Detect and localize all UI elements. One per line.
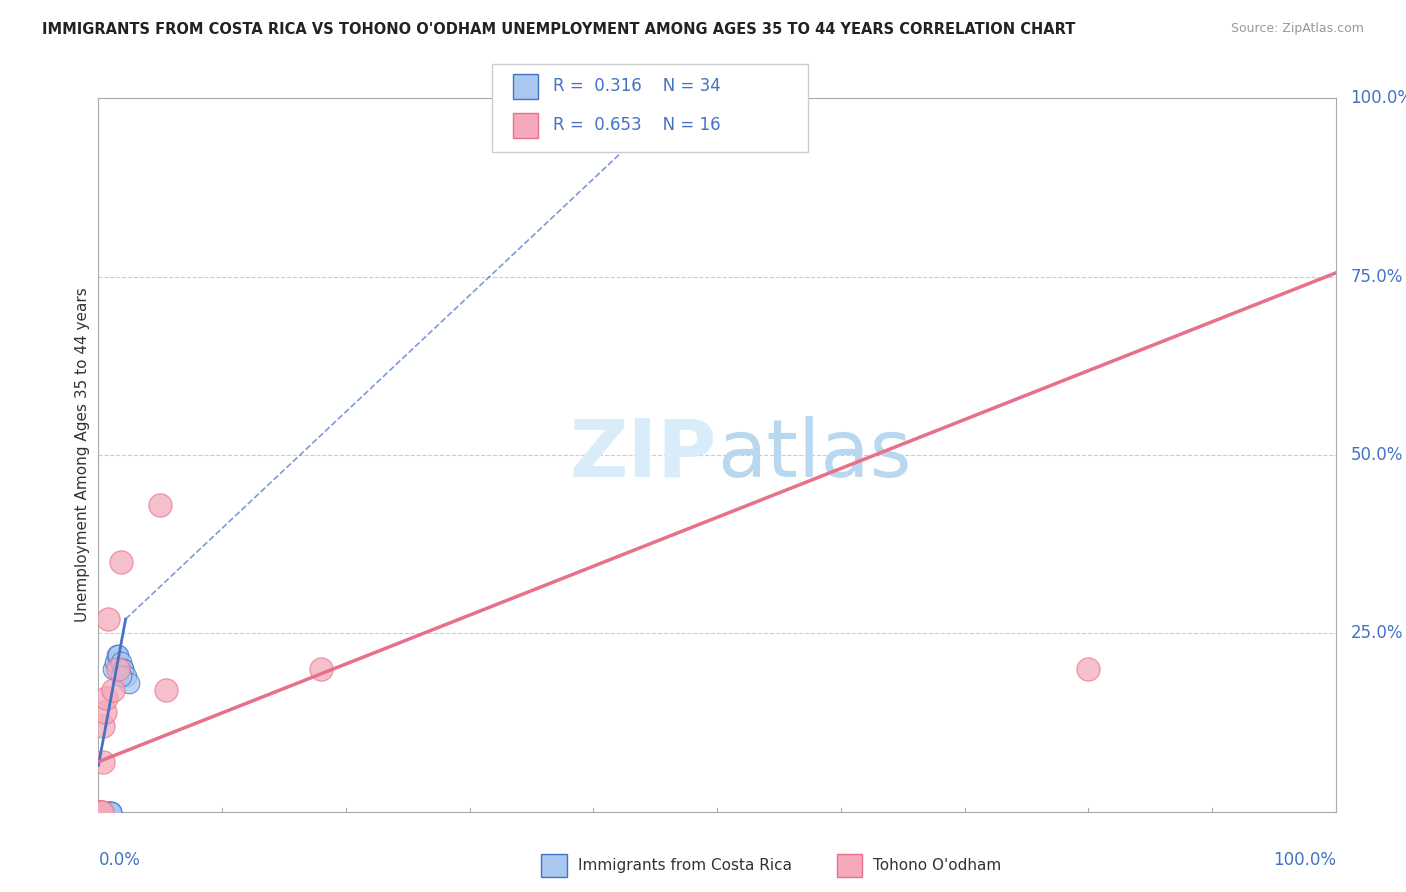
Point [98,805,121,819]
Point [93,705,115,719]
Point [93,805,115,819]
Text: R =  0.653    N = 16: R = 0.653 N = 16 [553,116,720,135]
Point [100,805,122,819]
Point [93,805,115,819]
Point [103,662,125,676]
Point [94,805,117,819]
Text: Immigrants from Costa Rica: Immigrants from Costa Rica [578,858,792,872]
Text: Source: ZipAtlas.com: Source: ZipAtlas.com [1230,22,1364,36]
Point [90,805,112,819]
Text: ZIP: ZIP [569,416,717,494]
Point [309,662,332,676]
Text: 0.0%: 0.0% [98,851,141,869]
Text: 50.0%: 50.0% [1351,446,1403,464]
Point [97,612,120,626]
Point [96,805,118,819]
Point [93,805,115,819]
Point [93,805,115,819]
Point [93,805,115,819]
Point [90,805,112,819]
Point [89,805,111,819]
Text: Tohono O'odham: Tohono O'odham [873,858,1001,872]
Text: 100.0%: 100.0% [1351,89,1406,107]
Point [110,555,132,569]
Point [149,498,172,512]
Point [110,669,132,683]
Point [91,805,114,819]
Point [94,805,117,819]
Point [107,648,129,662]
Point [96,805,118,819]
Point [93,755,115,769]
Point [103,683,125,698]
Point [107,662,129,676]
Text: 75.0%: 75.0% [1351,268,1403,285]
Point [90,805,112,819]
Point [103,655,125,669]
Point [118,676,141,690]
Point [91,805,114,819]
Point [93,805,115,819]
Point [97,805,120,819]
Point [91,805,114,819]
Point [93,805,115,819]
Text: 25.0%: 25.0% [1351,624,1403,642]
Point [93,719,115,733]
Point [93,805,115,819]
Point [93,805,115,819]
Point [90,805,112,819]
Point [1077,662,1099,676]
Point [110,655,132,669]
Point [114,669,136,683]
Text: R =  0.316    N = 34: R = 0.316 N = 34 [553,77,720,95]
Point [91,805,114,819]
Text: 100.0%: 100.0% [1272,851,1336,869]
Point [105,648,128,662]
Text: atlas: atlas [717,416,911,494]
Point [100,805,122,819]
Point [94,805,117,819]
Point [155,683,177,698]
Point [94,690,117,705]
Point [100,805,122,819]
Point [112,662,135,676]
Point [112,662,135,676]
Y-axis label: Unemployment Among Ages 35 to 44 years: Unemployment Among Ages 35 to 44 years [75,287,90,623]
Text: IMMIGRANTS FROM COSTA RICA VS TOHONO O'ODHAM UNEMPLOYMENT AMONG AGES 35 TO 44 YE: IMMIGRANTS FROM COSTA RICA VS TOHONO O'O… [42,22,1076,37]
